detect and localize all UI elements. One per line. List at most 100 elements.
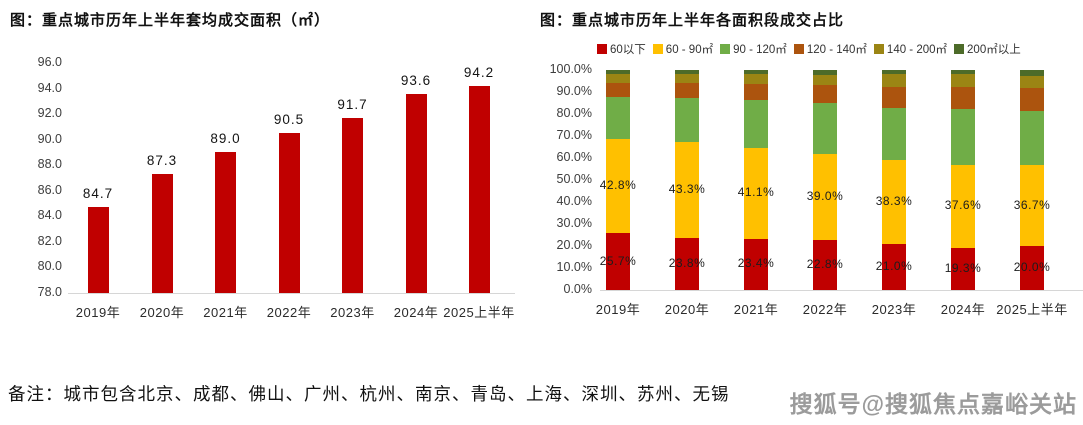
y-tick-label: 86.0 bbox=[37, 182, 62, 197]
segment-value-label: 25.7% bbox=[599, 253, 637, 268]
legend-swatch bbox=[720, 44, 731, 54]
segment-value-label: 38.3% bbox=[875, 193, 913, 208]
legend-item: 140 - 200㎡ bbox=[873, 41, 948, 57]
bar-segment bbox=[951, 164, 975, 248]
x-tick-label: 2023年 bbox=[871, 302, 917, 317]
y-tick-label: 90.0% bbox=[556, 84, 592, 98]
bar-segment bbox=[882, 107, 906, 160]
legend-label: 120 - 140㎡ bbox=[806, 44, 867, 56]
bar-segment bbox=[606, 74, 630, 84]
segment-value-label: 43.3% bbox=[668, 182, 706, 196]
segment-value-label: 37.6% bbox=[944, 198, 982, 213]
legend-swatch bbox=[652, 44, 663, 54]
bar-segment bbox=[1020, 75, 1044, 88]
legend-swatch bbox=[954, 44, 965, 54]
x-tick-label: 2025上半年 bbox=[443, 305, 515, 320]
bar-segment bbox=[813, 239, 837, 290]
bar-segment bbox=[1020, 87, 1044, 112]
bar-segment bbox=[675, 82, 699, 99]
legend-item: 120 - 140㎡ bbox=[793, 41, 867, 57]
bar-value-label: 91.7 bbox=[337, 96, 368, 112]
area-segment-share-chart: 100.0% 90.0% 80.0% 70.0% 60.0% 50.0% 40.0% 30.0… bbox=[540, 50, 1083, 330]
bar-segment bbox=[675, 237, 699, 290]
bar-segment bbox=[675, 98, 699, 143]
segment-value-label: 21.0% bbox=[875, 258, 913, 273]
bar-segment bbox=[675, 142, 699, 238]
bar-segment bbox=[606, 233, 630, 290]
bar-segment bbox=[813, 70, 837, 75]
bar-segment bbox=[606, 97, 630, 140]
bar-segment bbox=[1020, 111, 1044, 166]
stacked-bar bbox=[1020, 70, 1044, 290]
x-tick-label: 2022年 bbox=[266, 305, 312, 320]
bar-segment bbox=[951, 109, 975, 165]
x-tick-label: 2024年 bbox=[393, 305, 439, 320]
segment-value-label: 36.7% bbox=[1013, 197, 1051, 212]
x-tick-label: 2024年 bbox=[940, 302, 986, 317]
x-axis-line bbox=[600, 290, 1083, 291]
watermark: 搜狐号@搜狐焦点嘉峪关站 bbox=[789, 391, 1077, 417]
legend-label: 60以下 bbox=[610, 44, 646, 56]
bar bbox=[87, 207, 109, 293]
avg-transaction-area-chart: 96.0 94.0 92.0 90.0 88.0 86.0 84.0 82.0 80.0 78.0… bbox=[10, 50, 515, 330]
bar-segment bbox=[744, 83, 768, 100]
footnote: 备注：城市包含北京、成都、佛山、广州、杭州、南京、青岛、上海、深圳、苏州、无锡 bbox=[8, 384, 730, 404]
right-chart-legend: 60以下 60 - 90㎡ 90 - 120㎡ 120 - 140㎡ 140 - 200… bbox=[597, 41, 1083, 57]
y-tick-label: 60.0% bbox=[556, 150, 592, 164]
y-tick-label: 92.0 bbox=[37, 106, 62, 121]
bar-segment bbox=[882, 243, 906, 290]
bar-segment bbox=[951, 73, 975, 88]
stacked-bar bbox=[675, 70, 699, 290]
y-tick-label: 30.0% bbox=[556, 216, 592, 230]
legend-swatch bbox=[873, 44, 884, 54]
y-tick-label: 70.0% bbox=[556, 128, 592, 142]
segment-value-label: 20.0% bbox=[1013, 260, 1051, 274]
bar-segment bbox=[951, 247, 975, 290]
bar-segment bbox=[675, 70, 699, 74]
legend-swatch bbox=[793, 44, 804, 54]
bar-value-label: 89.0 bbox=[210, 131, 241, 147]
right-chart-title: 图：重点城市历年上半年各面积段成交占比 bbox=[540, 12, 845, 29]
x-tick-label: 2019年 bbox=[595, 302, 641, 317]
bar-segment bbox=[744, 99, 768, 149]
legend-item: 60 - 90㎡ bbox=[652, 41, 714, 57]
legend-item: 60以下 bbox=[597, 41, 646, 57]
bar-segment bbox=[813, 85, 837, 104]
bar bbox=[342, 117, 363, 293]
stacked-bar bbox=[882, 70, 906, 290]
legend-label: 60 - 90㎡ bbox=[665, 44, 714, 56]
bar-segment bbox=[951, 70, 975, 74]
legend-label: 90 - 120㎡ bbox=[733, 44, 787, 56]
bar bbox=[405, 93, 427, 293]
bar-segment bbox=[813, 103, 837, 155]
bar-segment bbox=[951, 87, 975, 110]
stacked-bar bbox=[606, 70, 630, 290]
segment-value-label: 23.4% bbox=[737, 256, 775, 271]
y-tick-label: 94.0 bbox=[37, 80, 62, 95]
y-tick-label: 100.0% bbox=[549, 62, 592, 76]
bar-value-label: 87.3 bbox=[146, 153, 178, 169]
bar-segment bbox=[882, 74, 906, 87]
y-tick-label: 96.0 bbox=[37, 55, 62, 69]
y-tick-label: 84.0 bbox=[37, 208, 62, 223]
bar-segment bbox=[882, 159, 906, 244]
segment-value-label: 39.0% bbox=[806, 188, 844, 203]
x-tick-label: 2020年 bbox=[139, 305, 185, 320]
x-tick-label: 2019年 bbox=[75, 305, 121, 320]
segment-value-label: 23.8% bbox=[668, 255, 706, 270]
bar-segment bbox=[813, 74, 837, 86]
y-tick-label: 78.0 bbox=[37, 285, 62, 299]
bar-segment bbox=[1020, 70, 1044, 76]
y-tick-label: 90.0 bbox=[37, 131, 62, 146]
bar-value-label: 93.6 bbox=[400, 72, 432, 88]
bar-segment bbox=[882, 86, 906, 108]
legend-item: 90 - 120㎡ bbox=[720, 41, 787, 57]
x-tick-label: 2021年 bbox=[733, 302, 779, 317]
legend-label: 140 - 200㎡ bbox=[886, 44, 948, 56]
x-tick-label: 2022年 bbox=[802, 302, 848, 317]
x-tick-label: 2021年 bbox=[203, 305, 248, 320]
y-tick-label: 80.0% bbox=[556, 106, 592, 120]
stacked-bar bbox=[813, 70, 837, 290]
y-tick-label: 10.0% bbox=[556, 260, 592, 274]
